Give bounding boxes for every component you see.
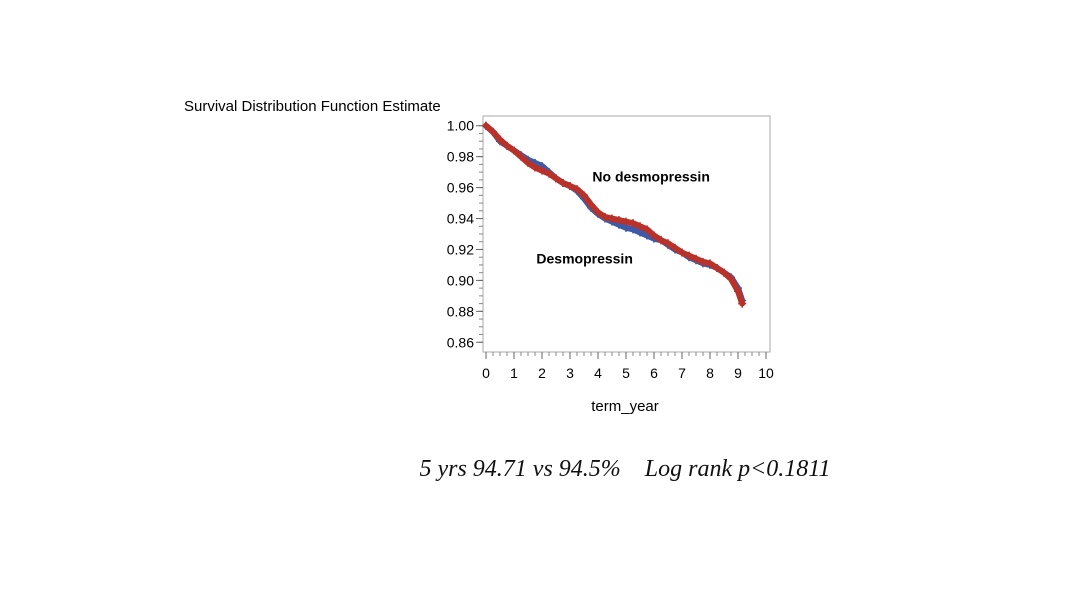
y-tick-label: 0.98 <box>447 149 474 165</box>
y-tick-label: 0.86 <box>447 334 474 350</box>
x-tick-label: 2 <box>538 365 546 381</box>
censor-mark <box>538 166 546 175</box>
censor-mark <box>727 274 735 283</box>
x-tick-label: 5 <box>622 365 630 381</box>
censor-mark <box>545 169 553 178</box>
x-axis: 0 1 2 3 4 5 6 7 8 9 10 <box>482 352 774 381</box>
censor-mark <box>615 216 623 225</box>
censor-mark <box>503 141 511 150</box>
censor-mark <box>692 254 700 263</box>
x-tick-label: 0 <box>482 365 490 381</box>
censor-mark <box>699 257 707 266</box>
censor-mark <box>608 214 616 223</box>
y-axis: 1.00 0.98 0.96 0.94 0.92 0.90 0.88 0.86 <box>447 118 483 350</box>
plot-frame <box>482 115 771 353</box>
censor-mark <box>510 146 518 155</box>
series-annotation: Desmopressin <box>536 250 632 266</box>
y-tick-label: 0.90 <box>447 272 474 288</box>
censor-mark <box>601 212 609 221</box>
censor-mark <box>482 121 490 130</box>
y-tick-label: 0.92 <box>447 241 474 257</box>
censor-mark <box>552 174 560 183</box>
x-tick-label: 4 <box>594 365 602 381</box>
censor-mark <box>559 178 567 187</box>
censor-mark <box>664 239 672 248</box>
censor-mark <box>650 231 658 240</box>
series-line <box>483 122 746 307</box>
series-layer <box>482 121 747 308</box>
x-tick-label: 1 <box>510 365 518 381</box>
y-tick-label: 1.00 <box>447 118 474 134</box>
censor-mark <box>706 259 714 268</box>
censor-mark <box>720 268 728 277</box>
censor-mark <box>738 299 747 308</box>
censor-mark <box>678 248 686 257</box>
x-tick-label: 9 <box>734 365 742 381</box>
series-desmopressin <box>482 121 747 305</box>
censor-mark <box>531 163 539 172</box>
series-annotation: No desmopressin <box>592 168 709 184</box>
y-tick-label: 0.96 <box>447 180 474 196</box>
censor-mark <box>713 264 721 273</box>
censor-mark <box>594 208 602 217</box>
censor-mark <box>685 251 693 260</box>
caption-text: 5 yrs 94.71 vs 94.5% Log rank p<0.1811 <box>419 456 831 482</box>
annotation-layer: No desmopressin Desmopressin <box>536 168 709 266</box>
censor-mark <box>489 127 497 136</box>
censor-mark <box>566 182 574 191</box>
x-tick-label: 10 <box>758 365 774 381</box>
series-no-desmopressin <box>482 121 747 308</box>
censor-mark <box>580 191 588 200</box>
censor-mark <box>629 219 637 228</box>
x-tick-label: 8 <box>706 365 714 381</box>
censor-mark <box>517 152 525 161</box>
censor-mark <box>636 222 644 231</box>
series-line <box>483 122 746 304</box>
x-tick-label: 7 <box>678 365 686 381</box>
x-tick-label: 6 <box>650 365 658 381</box>
censor-mark <box>734 287 742 296</box>
censor-mark <box>587 200 595 209</box>
censor-mark <box>657 236 665 245</box>
y-tick-label: 0.94 <box>447 211 474 227</box>
y-tick-label: 0.88 <box>447 303 474 319</box>
y-axis-label: Survival Distribution Function Estimate <box>184 98 441 115</box>
censor-mark <box>643 225 651 234</box>
censor-mark <box>496 135 504 144</box>
x-axis-label: term_year <box>591 398 659 415</box>
censor-mark <box>524 158 532 167</box>
x-tick-label: 3 <box>566 365 574 381</box>
censor-mark <box>671 243 679 252</box>
censor-mark <box>573 185 581 194</box>
censor-mark <box>622 217 630 226</box>
